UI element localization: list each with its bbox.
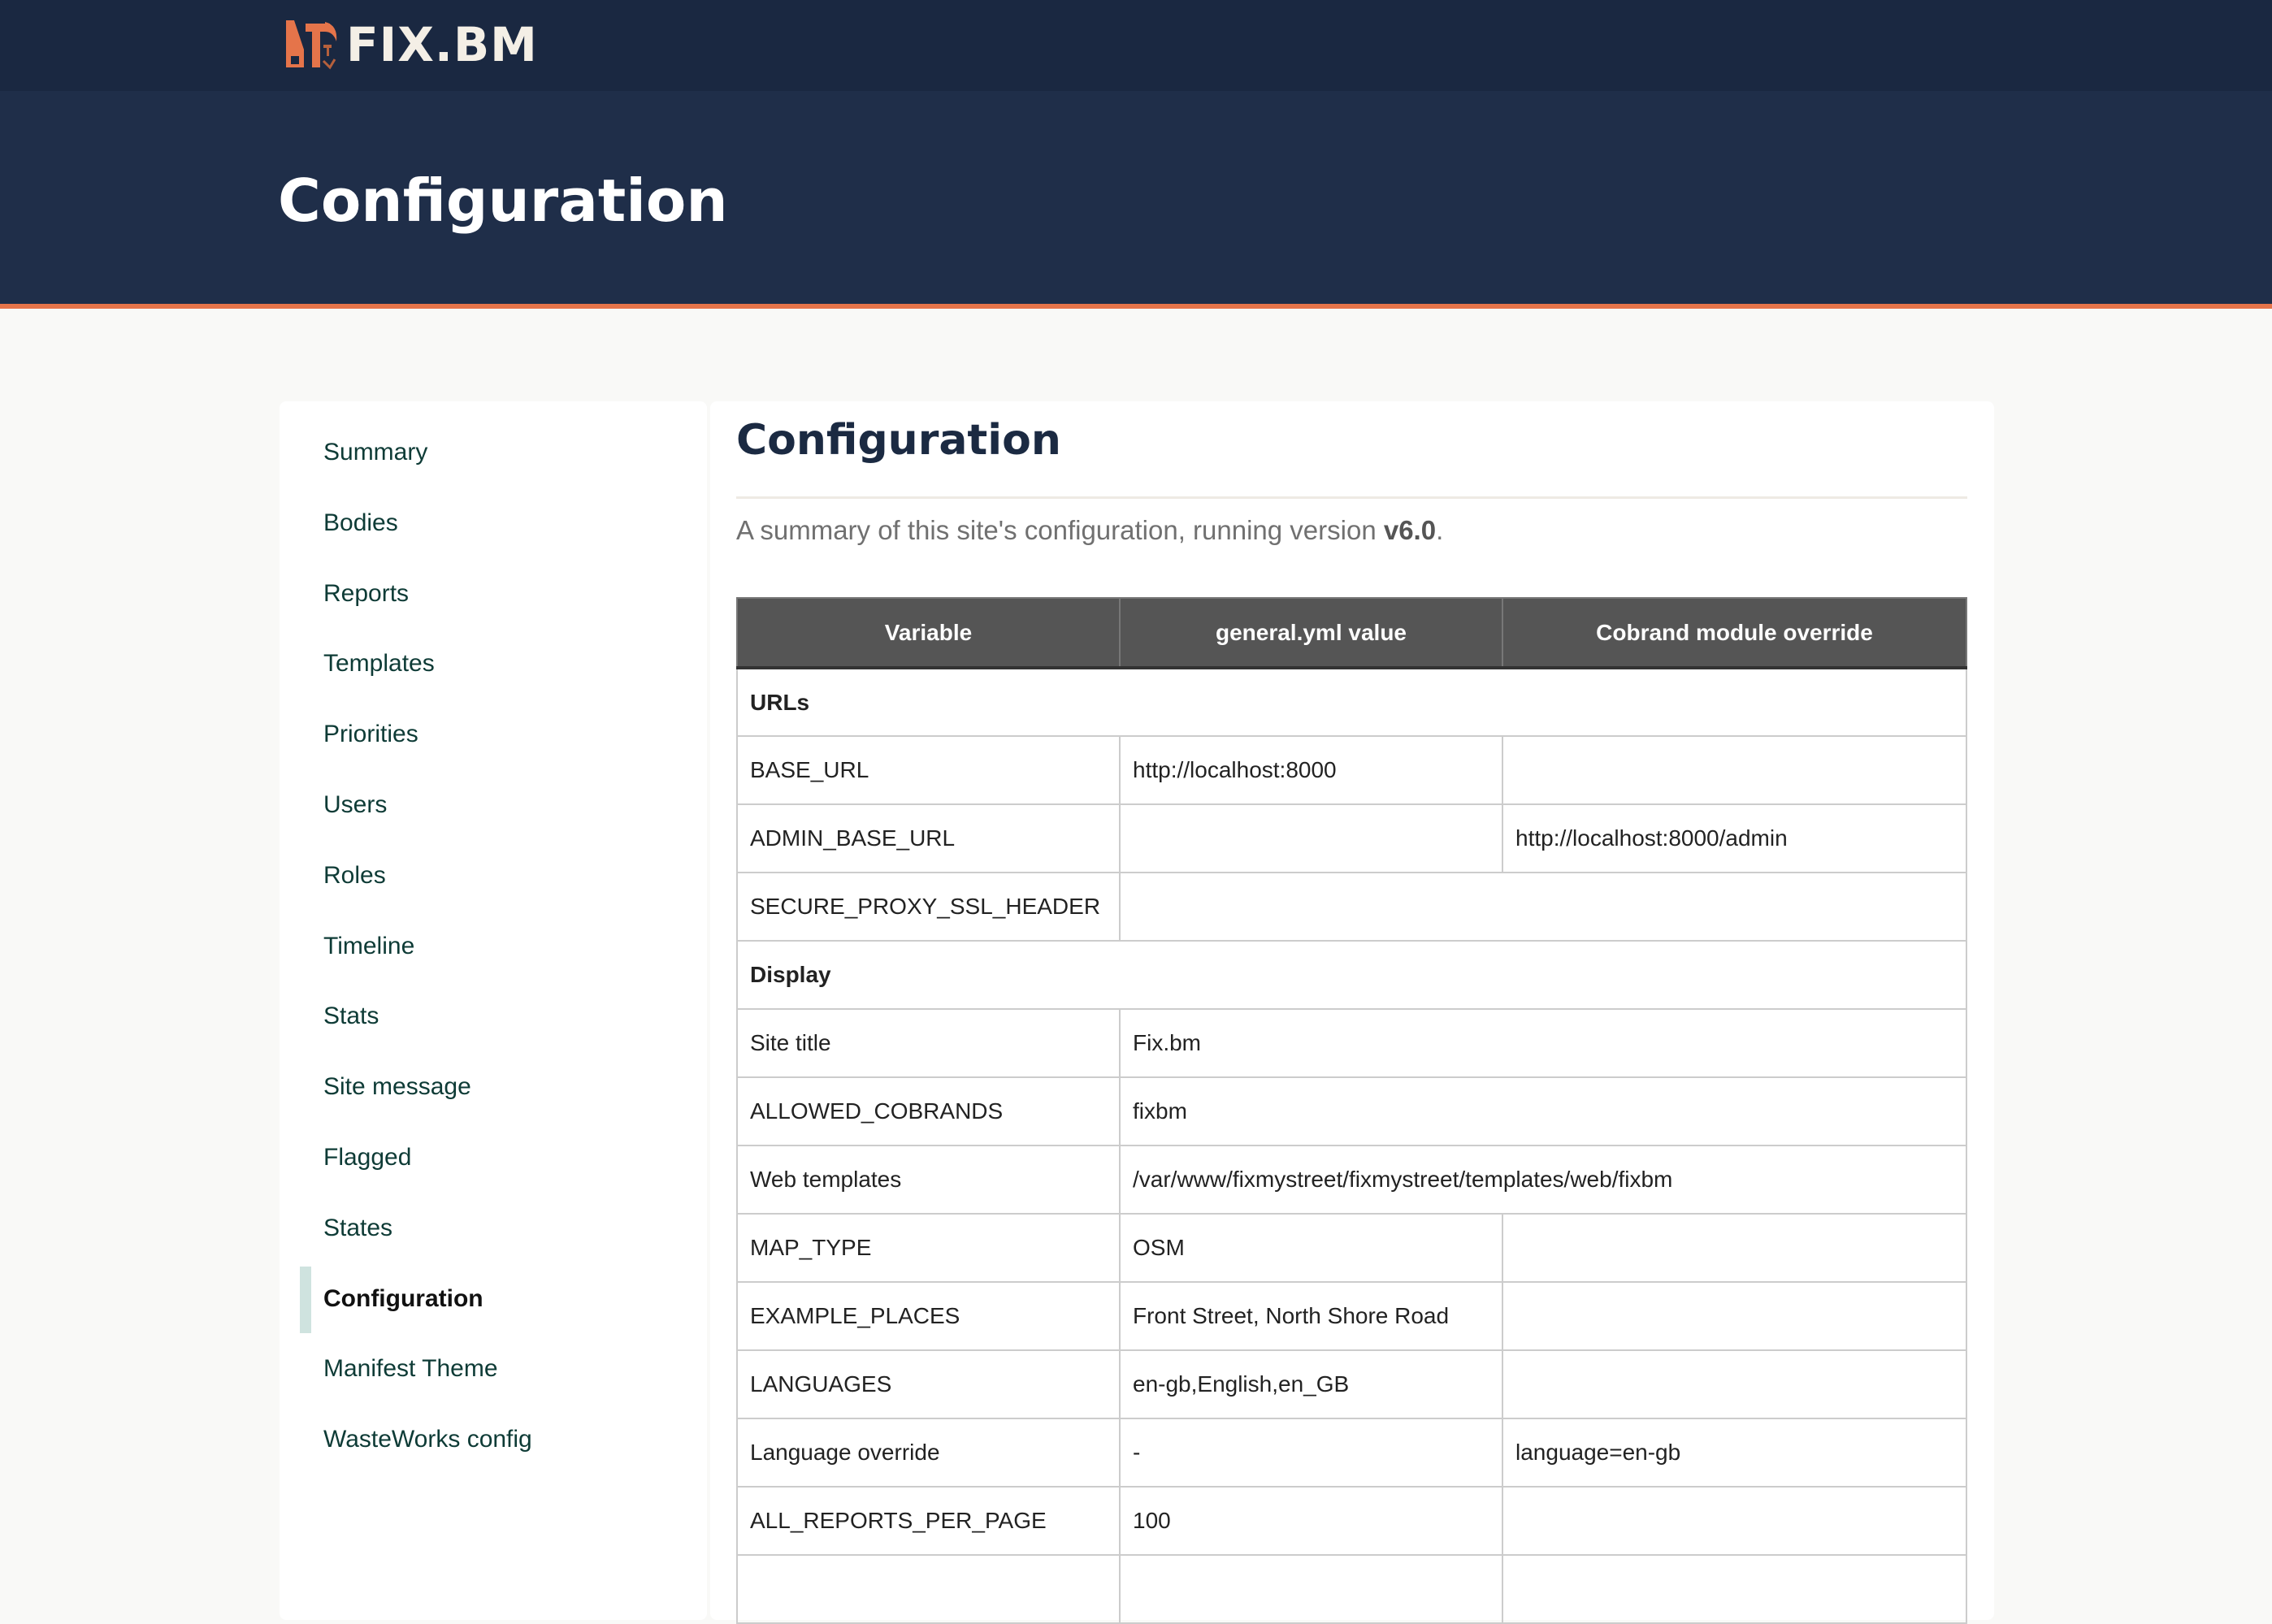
general-value-cell: /var/www/fixmystreet/fixmystreet/templat… (1119, 1145, 1967, 1215)
general-value-cell (1119, 1554, 1503, 1624)
override-cell (1502, 1554, 1967, 1624)
sidebar-item-summary[interactable]: Summary (323, 439, 428, 466)
table-group-row: Display (736, 940, 1967, 1010)
sidebar-item-states[interactable]: States (323, 1214, 393, 1241)
sidebar-item-users[interactable]: Users (323, 791, 388, 818)
sidebar-item-timeline[interactable]: Timeline (323, 932, 415, 959)
variable-cell: Web templates (736, 1145, 1121, 1215)
group-label: URLs (736, 667, 1967, 737)
override-cell (1502, 1281, 1967, 1351)
variable-cell (736, 1554, 1121, 1624)
variable-cell: SECURE_PROXY_SSL_HEADER (736, 872, 1121, 942)
tools-logo-icon (286, 20, 337, 70)
sidebar-item-stats[interactable]: Stats (323, 1003, 379, 1030)
summary-text: A summary of this site's configuration, … (736, 515, 1443, 546)
override-cell (1502, 735, 1967, 805)
table-row: LANGUAGES en-gb,English,en_GB (736, 1349, 1967, 1419)
divider (736, 496, 1967, 499)
table-group-row: URLs (736, 667, 1967, 737)
sidebar-item-manifest-theme[interactable]: Manifest Theme (323, 1355, 498, 1383)
variable-cell: Language override (736, 1418, 1121, 1488)
variable-cell: LANGUAGES (736, 1349, 1121, 1419)
page-title: Configuration (278, 167, 728, 235)
general-value-cell: fixbm (1119, 1076, 1967, 1146)
override-cell (1502, 1486, 1967, 1556)
general-value-cell: Front Street, North Shore Road (1119, 1281, 1503, 1351)
table-row (736, 1554, 1967, 1624)
override-cell (1502, 1349, 1967, 1419)
table-row: Language override - language=en-gb (736, 1418, 1967, 1488)
admin-sidebar: Summary Bodies Reports Templates Priorities U… (280, 401, 707, 1620)
sidebar-item-reports[interactable]: Reports (323, 579, 410, 607)
general-value-cell: Fix.bm (1119, 1008, 1967, 1078)
sidebar-item-bodies[interactable]: Bodies (323, 509, 398, 536)
active-marker (300, 1266, 311, 1333)
title-band (0, 91, 2272, 304)
sidebar-item-priorities[interactable]: Priorities (323, 721, 418, 748)
table-row: MAP_TYPE OSM (736, 1213, 1967, 1283)
column-header-general-value: general.yml value (1119, 597, 1503, 669)
variable-cell: BASE_URL (736, 735, 1121, 805)
table-row: EXAMPLE_PLACES Front Street, North Shore … (736, 1281, 1967, 1351)
section-heading: Configuration (736, 416, 1061, 465)
version: v6.0 (1383, 515, 1437, 545)
general-value-cell: en-gb,English,en_GB (1119, 1349, 1503, 1419)
sidebar-item-roles[interactable]: Roles (323, 861, 386, 889)
variable-cell: Site title (736, 1008, 1121, 1078)
table-row: ADMIN_BASE_URL http://localhost:8000/admi… (736, 803, 1967, 873)
config-table: Variable general.yml value Cobrand modul… (736, 597, 1967, 1624)
general-value-cell (1119, 872, 1967, 942)
sidebar-item-flagged[interactable]: Flagged (323, 1144, 412, 1171)
header-bar (0, 0, 2272, 91)
variable-cell: MAP_TYPE (736, 1213, 1121, 1283)
override-cell: language=en-gb (1502, 1418, 1967, 1488)
logo-text: FIX.BM (346, 17, 538, 72)
accent-line (0, 304, 2272, 309)
group-label: Display (736, 940, 1967, 1010)
main-content: Configuration A summary of this site's c… (710, 401, 1994, 1624)
override-cell (1502, 1213, 1967, 1283)
variable-cell: ADMIN_BASE_URL (736, 803, 1121, 873)
sidebar-item-templates[interactable]: Templates (323, 650, 435, 678)
column-header-variable: Variable (736, 597, 1121, 669)
summary-suffix: . (1436, 515, 1444, 545)
column-header-cobrand-override: Cobrand module override (1502, 597, 1967, 669)
variable-cell: ALL_REPORTS_PER_PAGE (736, 1486, 1121, 1556)
override-cell: http://localhost:8000/admin (1502, 803, 1967, 873)
variable-cell: EXAMPLE_PLACES (736, 1281, 1121, 1351)
general-value-cell (1119, 803, 1503, 873)
sidebar-item-wasteworks-config[interactable]: WasteWorks config (323, 1426, 532, 1453)
table-row: Web templates/var/www/fixmystreet/fixmys… (736, 1145, 1967, 1215)
site-logo[interactable]: FIX.BM (283, 16, 538, 73)
table-row: Site title Fix.bm (736, 1008, 1967, 1078)
sidebar-item-site-message[interactable]: Site message (323, 1073, 471, 1101)
general-value-cell: http://localhost:8000 (1119, 735, 1503, 805)
table-row: ALL_REPORTS_PER_PAGE 100 (736, 1486, 1967, 1556)
general-value-cell: - (1119, 1418, 1503, 1488)
general-value-cell: 100 (1119, 1486, 1503, 1556)
table-row: ALLOWED_COBRANDS fixbm (736, 1076, 1967, 1146)
summary-prefix: A summary of this site's configuration, … (736, 515, 1384, 545)
table-row: BASE_URL http://localhost:8000 (736, 735, 1967, 805)
general-value-cell: OSM (1119, 1213, 1503, 1283)
table-header-row: Variable general.yml value Cobrand modul… (736, 597, 1967, 669)
variable-cell: ALLOWED_COBRANDS (736, 1076, 1121, 1146)
sidebar-item-configuration[interactable]: Configuration (323, 1284, 483, 1312)
table-row: SECURE_PROXY_SSL_HEADER (736, 872, 1967, 942)
